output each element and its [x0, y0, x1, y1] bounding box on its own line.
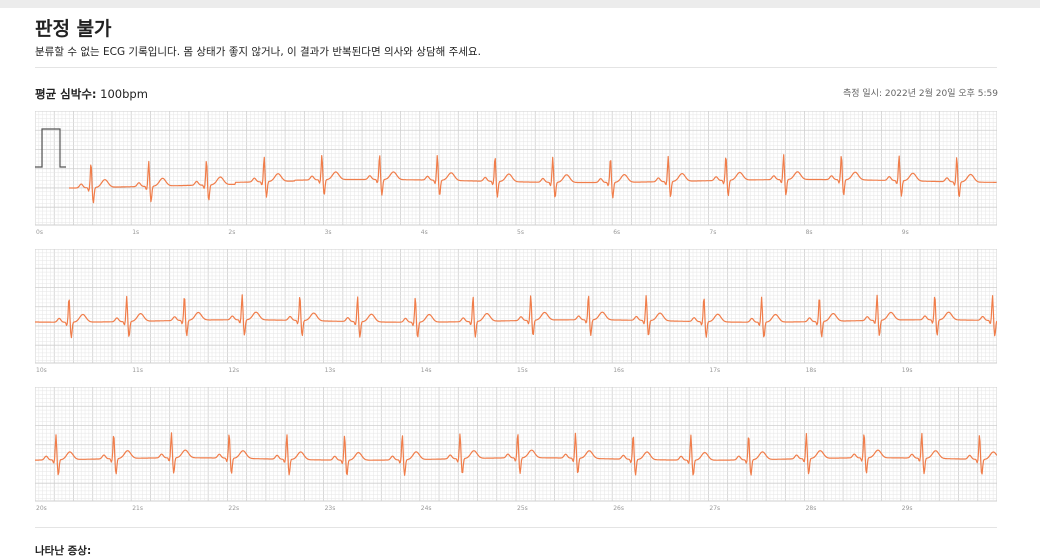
time-tick-label: 29s [902, 505, 913, 512]
symptoms-label: 나타난 증상: [35, 545, 92, 557]
time-tick-label: 10s [36, 367, 47, 374]
time-tick-label: 11s [132, 367, 143, 374]
time-tick-label: 15s [517, 367, 528, 374]
time-tick-label: 7s [709, 229, 716, 236]
average-heart-rate: 평균 심박수: 100bpm [35, 86, 148, 102]
time-tick-label: 0s [36, 229, 43, 236]
ecg-strip-1-svg: 0s 1s 2s 3s 4s 5s 6s 7s 8s 9s [35, 111, 997, 236]
time-tick-label: 4s [421, 229, 428, 236]
ecg-strip-3: 20s 21s 22s 23s 24s 25s 26s 27s 28s 29s [35, 387, 997, 512]
time-tick-label: 20s [36, 505, 47, 512]
time-tick-label: 5s [517, 229, 524, 236]
time-tick-label: 19s [902, 367, 913, 374]
time-tick-label: 1s [132, 229, 139, 236]
time-tick-label: 23s [325, 505, 336, 512]
time-tick-label: 8s [806, 229, 813, 236]
ecg-trace [35, 294, 997, 339]
ecg-trace [35, 432, 997, 476]
measured-at: 측정 일시: 2022년 2월 20일 오후 5:59 [842, 89, 998, 99]
time-tick-label: 21s [132, 505, 143, 512]
time-tick-label: 27s [709, 505, 720, 512]
ecg-strip-2: 10s 11s 12s 13s 14s 15s 16s 17s 18s 19s [35, 249, 997, 374]
time-tick-label: 17s [709, 367, 720, 374]
divider [35, 67, 997, 68]
time-tick-label: 12s [228, 367, 239, 374]
time-tick-label: 14s [421, 367, 432, 374]
time-tick-label: 16s [613, 367, 624, 374]
result-description: 분류할 수 없는 ECG 기록입니다. 몸 상태가 좋지 않거나, 이 결과가 … [35, 46, 481, 58]
time-tick-label: 3s [325, 229, 332, 236]
ecg-strip-3-svg: 20s 21s 22s 23s 24s 25s 26s 27s 28s 29s [35, 387, 997, 512]
time-tick-label: 18s [806, 367, 817, 374]
average-heart-rate-value: 100bpm [100, 87, 148, 101]
time-tick-label: 13s [325, 367, 336, 374]
average-heart-rate-label: 평균 심박수: [35, 87, 97, 101]
page-title: 판정 불가 [35, 18, 112, 40]
time-tick-label: 25s [517, 505, 528, 512]
time-tick-label: 26s [613, 505, 624, 512]
ecg-strip-1: 0s 1s 2s 3s 4s 5s 6s 7s 8s 9s [35, 111, 997, 236]
time-tick-label: 2s [228, 229, 235, 236]
time-tick-label: 9s [902, 229, 909, 236]
ecg-strip-2-svg: 10s 11s 12s 13s 14s 15s 16s 17s 18s 19s [35, 249, 997, 374]
time-tick-label: 28s [806, 505, 817, 512]
time-tick-label: 6s [613, 229, 620, 236]
divider [35, 527, 997, 528]
time-tick-label: 22s [228, 505, 239, 512]
time-tick-label: 24s [421, 505, 432, 512]
top-band [0, 0, 1040, 8]
calibration-pulse [35, 128, 66, 168]
ecg-trace [69, 154, 997, 204]
